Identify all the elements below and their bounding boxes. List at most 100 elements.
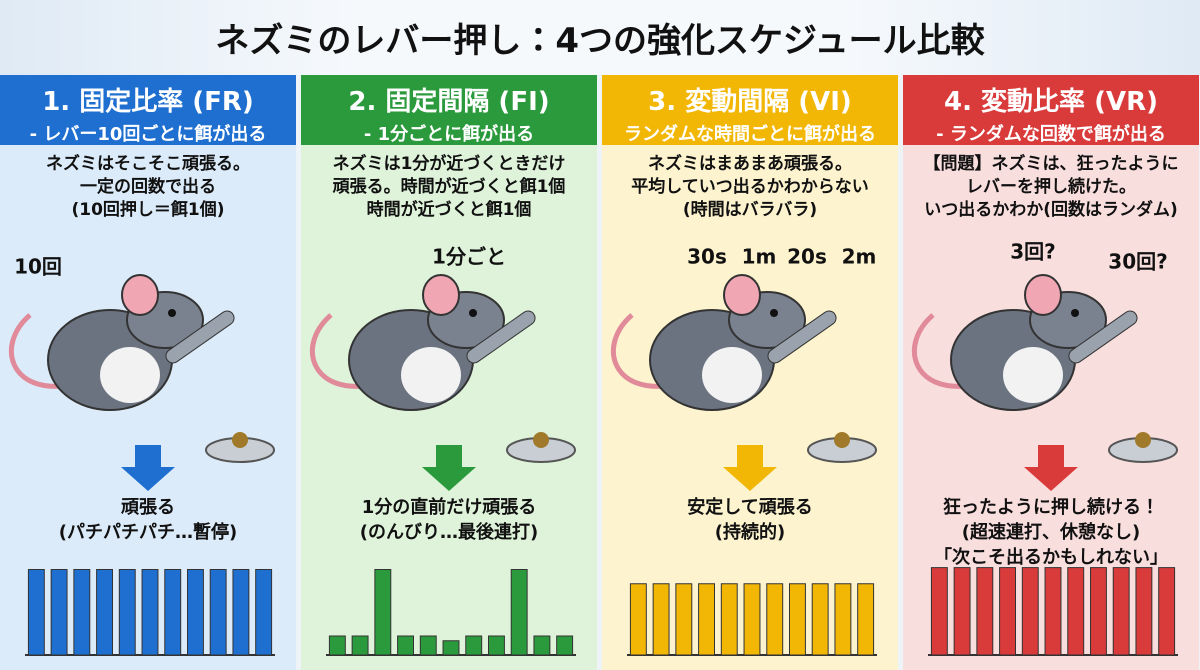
result-line: (超速連打、休憩なし) [961, 522, 1141, 543]
bar [510, 569, 528, 656]
rat-belly [100, 347, 160, 403]
food [1135, 432, 1151, 448]
description-line: レバーを押し続けた。 [966, 177, 1136, 197]
lever [466, 310, 536, 364]
result-line: 狂ったように押し続ける！ [943, 497, 1159, 518]
bar [209, 569, 227, 656]
bar [1067, 567, 1085, 656]
icon-label: 1分ごと [432, 245, 506, 269]
lever [165, 310, 235, 364]
panel: 1. 固定比率 (FR) - レバー10回ごとに餌が出る ネズミはそこそこ頑張る。一… [0, 75, 296, 670]
bar [999, 567, 1017, 656]
bar [698, 583, 716, 656]
description-line: 頑張る。時間が近づくと餌1個 [332, 177, 566, 197]
panel-title: 4. 変動比率 (VR) [944, 87, 1158, 117]
bar [1135, 567, 1153, 656]
bar [834, 583, 852, 656]
rat-ear [723, 274, 761, 316]
result-line: 安定して頑張る [687, 497, 813, 518]
rat-tail [611, 313, 673, 389]
bar [118, 569, 136, 656]
bar [27, 569, 45, 656]
result-line: 「次こそ出るかもしれない」 [934, 547, 1168, 568]
panel-header: 1. 固定比率 (FR) - レバー10回ごとに餌が出る [0, 75, 296, 145]
bar [232, 569, 250, 656]
rat-tail [9, 313, 71, 389]
bar [1044, 567, 1062, 656]
description-line: 一定の回数で出る [80, 177, 216, 197]
description-line: ネズミはまあまあ頑張る。 [648, 154, 852, 174]
bar [465, 635, 483, 656]
description-line: 平均していつ出るかわからない [631, 177, 869, 197]
description-line: 【問題】ネズミは、狂ったように [923, 154, 1179, 174]
bar [1021, 567, 1039, 656]
bar [442, 640, 460, 656]
icon-label: 3回? [1010, 240, 1056, 264]
panel-header: 4. 変動比率 (VR) - ランダムな回数で餌が出る [903, 75, 1199, 145]
rat-eye [1071, 309, 1079, 317]
rat-eye [469, 309, 477, 317]
description-line: いつ出るかわか(回数はランダム) [924, 200, 1178, 220]
rat-tail [912, 313, 974, 389]
result-line: (パチパチパチ…暫停) [58, 522, 238, 543]
bar [141, 569, 159, 656]
rat-eye [168, 309, 176, 317]
rat-ear [121, 274, 159, 316]
icon-label: 30s [687, 245, 727, 269]
description-line: ネズミはそこそこ頑張る。 [46, 154, 250, 174]
result-line: (持続的) [714, 522, 786, 543]
icon-label: 2m [842, 245, 877, 269]
rat-belly [401, 347, 461, 403]
bar [164, 569, 182, 656]
bar [556, 635, 574, 656]
panel-subtitle: - ランダムな回数で餌が出る [936, 124, 1166, 145]
rat-eye [770, 309, 778, 317]
bar [766, 583, 784, 656]
icon-label: 20s [787, 245, 827, 269]
panel-subtitle: - 1分ごとに餌が出る [363, 124, 535, 145]
food [533, 432, 549, 448]
bar [96, 569, 114, 656]
bar [629, 583, 647, 656]
icon-label: 10回 [14, 255, 62, 279]
result: 安定して頑張る (持続的) [602, 495, 898, 545]
bar [533, 635, 551, 656]
lever [1068, 310, 1138, 364]
result: 1分の直前だけ頑張る (のんびり…最後連打) [301, 495, 597, 545]
arrow [121, 445, 175, 491]
illustration: 1分ごと [310, 245, 576, 656]
lever [767, 310, 837, 364]
rat-belly [702, 347, 762, 403]
icon-label: 30回? [1108, 250, 1167, 274]
bar [397, 635, 415, 656]
illustration: 3回? 30回? [912, 240, 1178, 656]
bar [73, 569, 91, 656]
rat-belly [1003, 347, 1063, 403]
bar [419, 635, 437, 656]
page-title: ネズミのレバー押し：4つの強化スケジュール比較 [0, 0, 1200, 75]
panel-title: 1. 固定比率 (FR) [42, 87, 254, 117]
description-line: 時間が近づくと餌1個 [366, 200, 532, 220]
description: 【問題】ネズミは、狂ったように レバーを押し続けた。いつ出るかわか(回数はランダム… [903, 153, 1199, 222]
bar [374, 569, 392, 656]
illustration: 10回 [9, 255, 275, 656]
bar [328, 635, 346, 656]
panel-header: 2. 固定間隔 (FI) - 1分ごとに餌が出る [301, 75, 597, 145]
bar [743, 583, 761, 656]
bar [976, 567, 994, 656]
description: ネズミは1分が近づくときだけ 頑張る。時間が近づくと餌1個 時間が近づくと餌1個 [301, 153, 597, 222]
bar [652, 583, 670, 656]
bar [1090, 567, 1107, 656]
description: ネズミはそこそこ頑張る。 一定の回数で出る (10回押し＝餌1個) [0, 153, 296, 222]
bar [255, 569, 273, 656]
panel-subtitle: - レバー10回ごとに餌が出る [29, 124, 267, 145]
bar [720, 583, 738, 656]
bar [351, 635, 369, 656]
bar [953, 567, 971, 656]
bar [1158, 567, 1176, 656]
panel-title: 2. 固定間隔 (FI) [348, 87, 550, 117]
arrow [422, 445, 476, 491]
result-line: (のんびり…最後連打) [359, 522, 539, 543]
bar [50, 569, 68, 656]
